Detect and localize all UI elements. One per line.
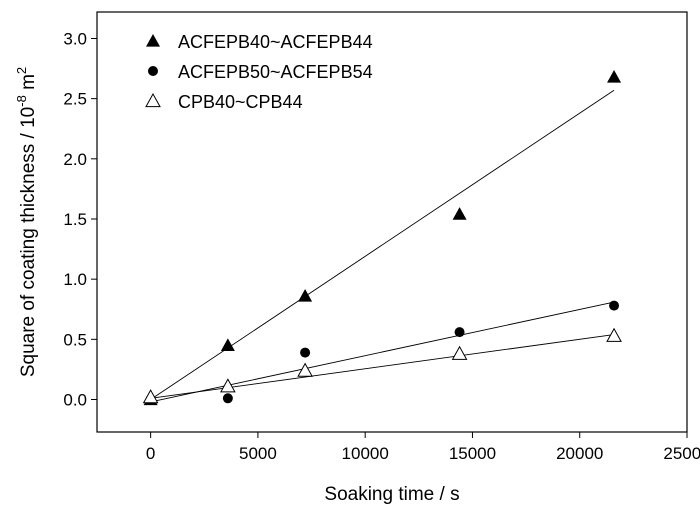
fit-lines bbox=[150, 89, 615, 403]
legend-marker-series-3 bbox=[145, 92, 161, 108]
data-point-series-1 bbox=[220, 338, 235, 351]
x-tick-label: 10000 bbox=[342, 444, 389, 463]
y-tick-label: 0.5 bbox=[63, 330, 87, 349]
data-point-series-3 bbox=[451, 345, 468, 360]
y-axis-title-unit: m bbox=[18, 74, 39, 95]
legend: ACFEPB40~ACFEPB44 ACFEPB50~ACFEPB54 CPB40~… bbox=[145, 32, 373, 112]
y-axis-title-unit-exponent: 2 bbox=[14, 67, 29, 74]
y-axis-title-exponent: -8 bbox=[14, 95, 29, 107]
fit-line-series-2 bbox=[150, 301, 615, 403]
data-point-series-2 bbox=[609, 300, 620, 311]
x-tick-label: 5000 bbox=[239, 444, 277, 463]
data-point-series-1 bbox=[607, 69, 622, 83]
y-tick-label: 2.5 bbox=[63, 90, 87, 109]
legend-marker-series-2 bbox=[148, 66, 158, 76]
fit-line-series-1 bbox=[150, 89, 615, 400]
y-axis-title-main: Square of coating thickness / 10 bbox=[18, 107, 39, 377]
data-point-series-3 bbox=[142, 389, 159, 404]
y-tick-label: 0.0 bbox=[63, 391, 87, 410]
y-tick-label: 2.0 bbox=[63, 150, 87, 169]
legend-label-series-1: ACFEPB40~ACFEPB44 bbox=[178, 32, 373, 52]
data-points bbox=[142, 69, 622, 406]
data-point-series-3 bbox=[297, 362, 313, 377]
legend-label-series-3: CPB40~CPB44 bbox=[178, 92, 303, 112]
x-tick-label: 15000 bbox=[449, 444, 496, 463]
data-point-series-3 bbox=[606, 327, 622, 342]
x-tick-label: 0 bbox=[146, 444, 155, 463]
x-axis-title: Soaking time / s bbox=[324, 484, 459, 505]
data-point-series-3 bbox=[220, 378, 236, 393]
data-point-series-1 bbox=[452, 207, 467, 220]
x-tick-label: 20000 bbox=[556, 444, 603, 463]
plot-frame bbox=[96, 11, 688, 433]
legend-label-series-2: ACFEPB50~ACFEPB54 bbox=[178, 62, 373, 82]
data-point-series-2 bbox=[454, 327, 465, 338]
data-point-series-2 bbox=[222, 393, 233, 404]
legend-marker-series-1 bbox=[146, 34, 160, 47]
data-point-series-1 bbox=[298, 289, 313, 302]
y-axis-title: Square of coating thickness / 10-8 m2 bbox=[14, 67, 39, 377]
y-tick-label: 1.5 bbox=[63, 210, 87, 229]
y-tick-label: 3.0 bbox=[63, 29, 87, 48]
y-tick-label: 1.0 bbox=[63, 270, 87, 289]
fit-line-series-3 bbox=[150, 334, 615, 399]
data-point-series-2 bbox=[300, 347, 311, 358]
